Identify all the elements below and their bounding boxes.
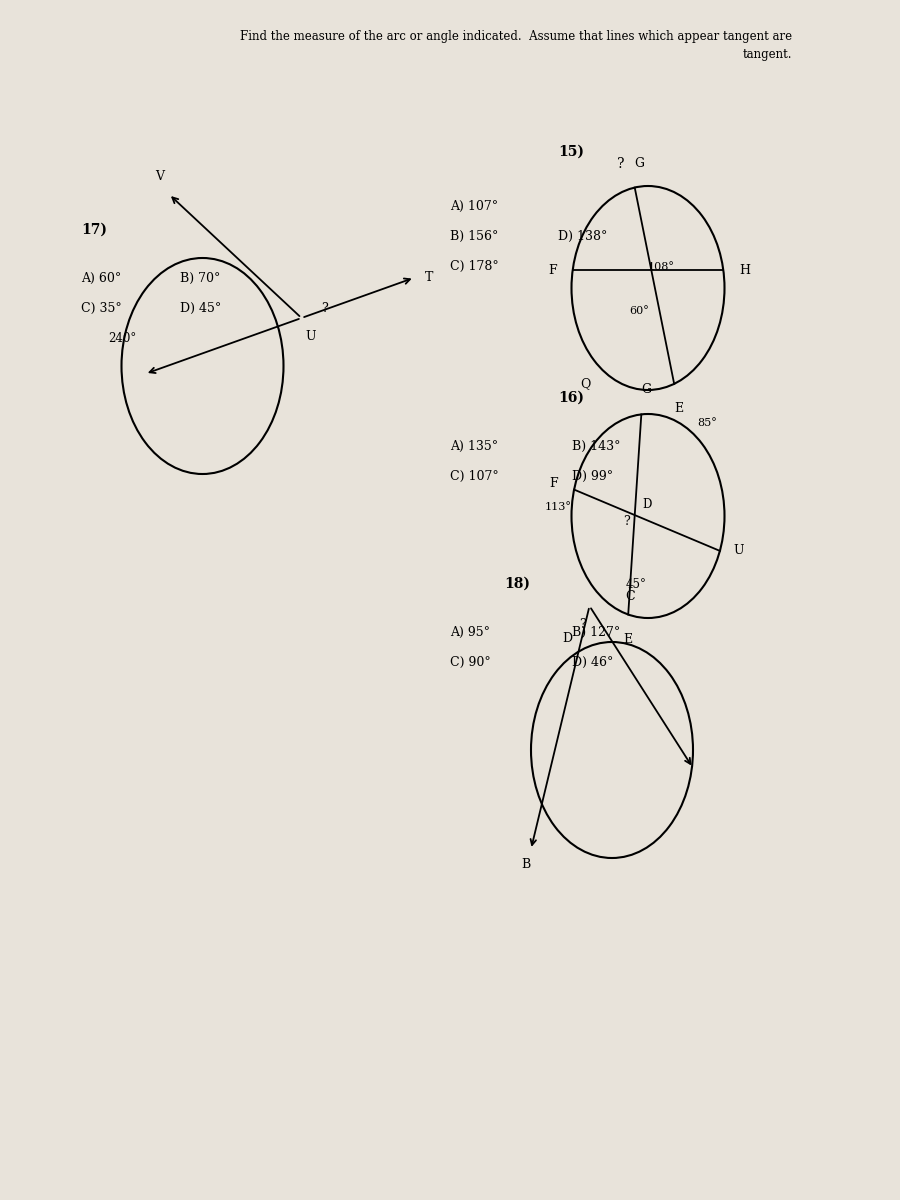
Text: H: H xyxy=(740,264,751,277)
Text: D) 46°: D) 46° xyxy=(572,656,613,670)
Text: B) 70°: B) 70° xyxy=(180,272,220,284)
Text: Q: Q xyxy=(580,377,590,390)
Text: C) 178°: C) 178° xyxy=(450,260,499,272)
Text: 15): 15) xyxy=(558,145,584,158)
Text: 16): 16) xyxy=(558,391,584,404)
Text: 113°: 113° xyxy=(544,502,572,512)
Text: C: C xyxy=(626,590,635,602)
Text: C) 107°: C) 107° xyxy=(450,470,499,482)
Text: C) 35°: C) 35° xyxy=(81,302,122,314)
Text: ?: ? xyxy=(623,515,630,528)
Text: F: F xyxy=(548,264,556,277)
Text: A) 60°: A) 60° xyxy=(81,272,122,284)
Text: F: F xyxy=(549,478,558,490)
Text: C) 90°: C) 90° xyxy=(450,656,491,670)
Text: T: T xyxy=(426,271,434,284)
Text: 45°: 45° xyxy=(626,578,646,590)
Text: D) 45°: D) 45° xyxy=(180,302,221,314)
Text: U: U xyxy=(305,330,316,343)
Text: G: G xyxy=(634,156,644,169)
Text: G: G xyxy=(641,383,651,396)
Text: ?: ? xyxy=(321,302,328,314)
Text: Find the measure of the arc or angle indicated.  Assume that lines which appear : Find the measure of the arc or angle ind… xyxy=(240,30,792,43)
Text: A) 135°: A) 135° xyxy=(450,440,498,452)
Text: tangent.: tangent. xyxy=(742,48,792,61)
Text: E: E xyxy=(624,632,633,646)
Text: 60°: 60° xyxy=(629,306,649,317)
Text: D: D xyxy=(642,498,652,511)
Text: ?: ? xyxy=(579,618,586,631)
Text: B) 156°: B) 156° xyxy=(450,230,499,242)
Text: 18): 18) xyxy=(504,577,530,590)
Text: D) 138°: D) 138° xyxy=(558,230,608,242)
Text: D: D xyxy=(562,632,572,646)
Text: A) 95°: A) 95° xyxy=(450,626,490,638)
Text: E: E xyxy=(674,402,683,415)
Text: B) 143°: B) 143° xyxy=(572,440,620,452)
Text: 85°: 85° xyxy=(698,418,717,428)
Text: A) 107°: A) 107° xyxy=(450,200,498,214)
Text: D) 99°: D) 99° xyxy=(572,470,613,482)
Text: U: U xyxy=(734,545,744,557)
Text: B: B xyxy=(522,858,531,871)
Text: B) 127°: B) 127° xyxy=(572,626,620,638)
Text: 17): 17) xyxy=(81,223,107,236)
Text: 240°: 240° xyxy=(108,332,136,346)
Text: 108°: 108° xyxy=(648,262,675,272)
Text: V: V xyxy=(156,169,165,182)
Text: ?: ? xyxy=(617,157,625,170)
